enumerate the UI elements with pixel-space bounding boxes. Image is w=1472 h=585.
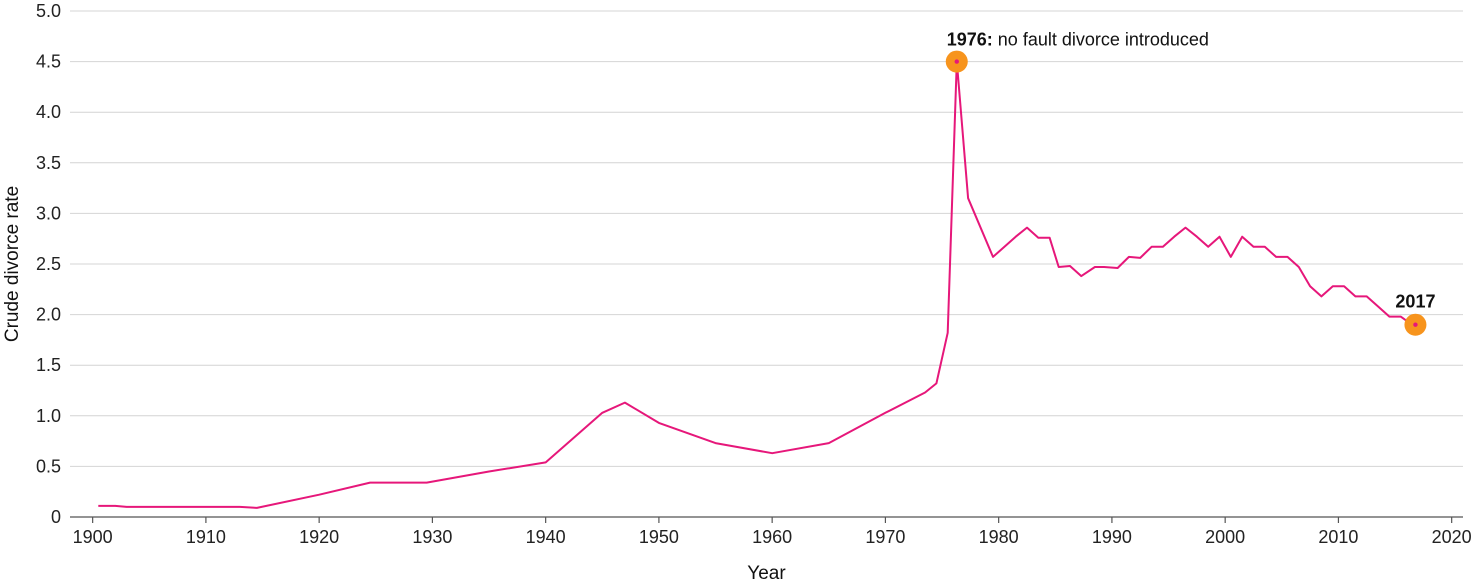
x-tick-label: 2000 bbox=[1205, 527, 1245, 547]
x-tick-label: 1930 bbox=[412, 527, 452, 547]
annotation-point bbox=[954, 59, 959, 64]
y-tick-label: 5.0 bbox=[36, 1, 61, 21]
y-tick-label: 0 bbox=[51, 507, 61, 527]
series-layer bbox=[98, 60, 1413, 509]
x-tick-label: 1980 bbox=[979, 527, 1019, 547]
y-axis-ticks: 0 0.5 1.0 1.5 2.0 2.5 3.0 3.5 4.0 4.5 5.0 bbox=[36, 1, 61, 527]
annotation-label-bold: 1976: bbox=[947, 30, 993, 50]
x-tick-label: 1900 bbox=[73, 527, 113, 547]
x-tick-label: 1990 bbox=[1092, 527, 1132, 547]
x-tick-label: 1940 bbox=[526, 527, 566, 547]
x-tick-label: 2010 bbox=[1318, 527, 1358, 547]
x-tick-label: 1910 bbox=[186, 527, 226, 547]
annotation-label-bold: 2017 bbox=[1395, 292, 1435, 312]
y-tick-label: 3.5 bbox=[36, 153, 61, 173]
series-line bbox=[98, 60, 1413, 509]
annotation-point bbox=[1413, 322, 1418, 327]
y-axis-title: Crude divorce rate bbox=[2, 186, 23, 342]
y-tick-label: 4.0 bbox=[36, 102, 61, 122]
x-tick-label: 1970 bbox=[865, 527, 905, 547]
y-tick-label: 0.5 bbox=[36, 456, 61, 476]
x-tick-label: 2020 bbox=[1432, 527, 1472, 547]
y-tick-label: 1.5 bbox=[36, 355, 61, 375]
annotations-layer: 1976: no fault divorce introduced 2017 bbox=[945, 30, 1435, 336]
annotation-label: 2017 bbox=[1395, 292, 1435, 312]
annotation-label-text: no fault divorce introduced bbox=[993, 30, 1209, 50]
y-tick-label: 2.0 bbox=[36, 305, 61, 325]
annotation-label: 1976: no fault divorce introduced bbox=[947, 30, 1209, 50]
x-tick-label: 1920 bbox=[299, 527, 339, 547]
x-tick-label: 1960 bbox=[752, 527, 792, 547]
y-tick-label: 2.5 bbox=[36, 254, 61, 274]
y-tick-label: 3.0 bbox=[36, 203, 61, 223]
y-tick-label: 1.0 bbox=[36, 406, 61, 426]
gridlines bbox=[70, 10, 1463, 467]
y-tick-label: 4.5 bbox=[36, 52, 61, 72]
x-axis: 1900 1910 1920 1930 1940 1950 1960 1970 1980 1990… bbox=[70, 516, 1472, 547]
x-axis-title: Year bbox=[747, 563, 786, 584]
x-tick-label: 1950 bbox=[639, 527, 679, 547]
